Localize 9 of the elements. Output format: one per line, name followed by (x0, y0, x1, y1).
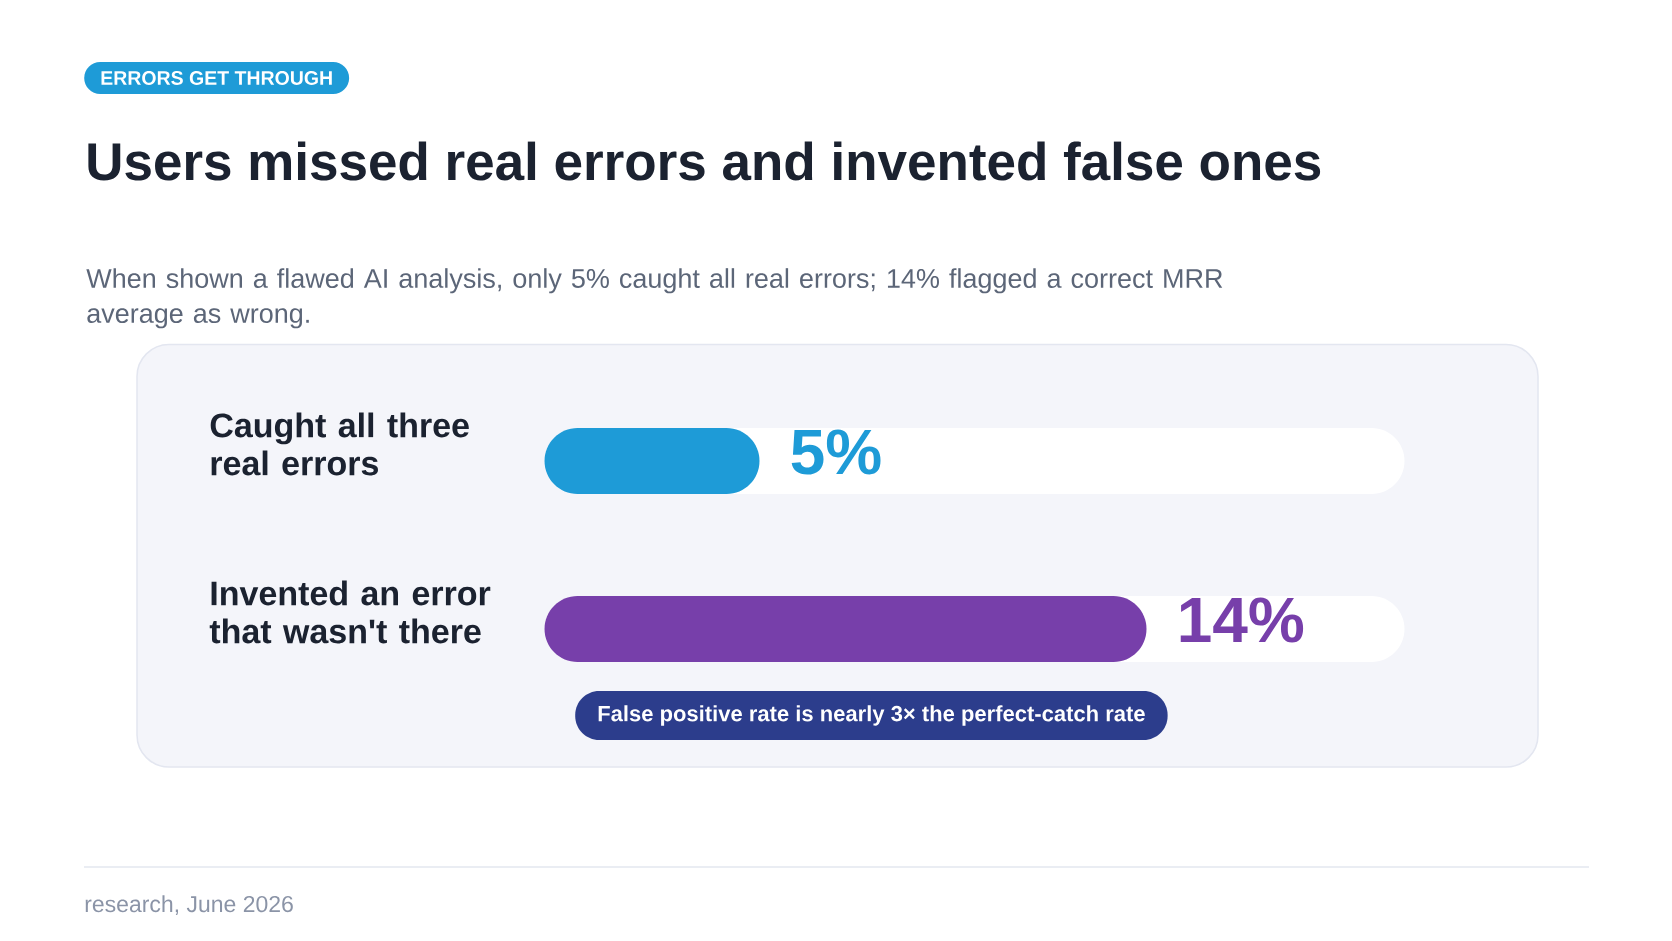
y-tick-label: Invented an error that wasn't there (209, 580, 491, 644)
text: ERRORS GET THROUGH (101, 71, 332, 85)
chart-subtitle: When shown a flawed AI analysis, only 5% caught all real errors; 14% flagged a correct MRR average as wrong. (86, 268, 1223, 329)
data-label: 5% (791, 429, 881, 475)
y-tick-label: Caught all three real errors (210, 412, 469, 476)
text: research, June 2026 (85, 895, 293, 915)
text: False positive rate is nearly 3× the perfect-catch rate (598, 705, 1145, 726)
data-label: 14% (1180, 597, 1304, 643)
chart-title: Users missed real errors and invented false ones (88, 141, 1321, 181)
